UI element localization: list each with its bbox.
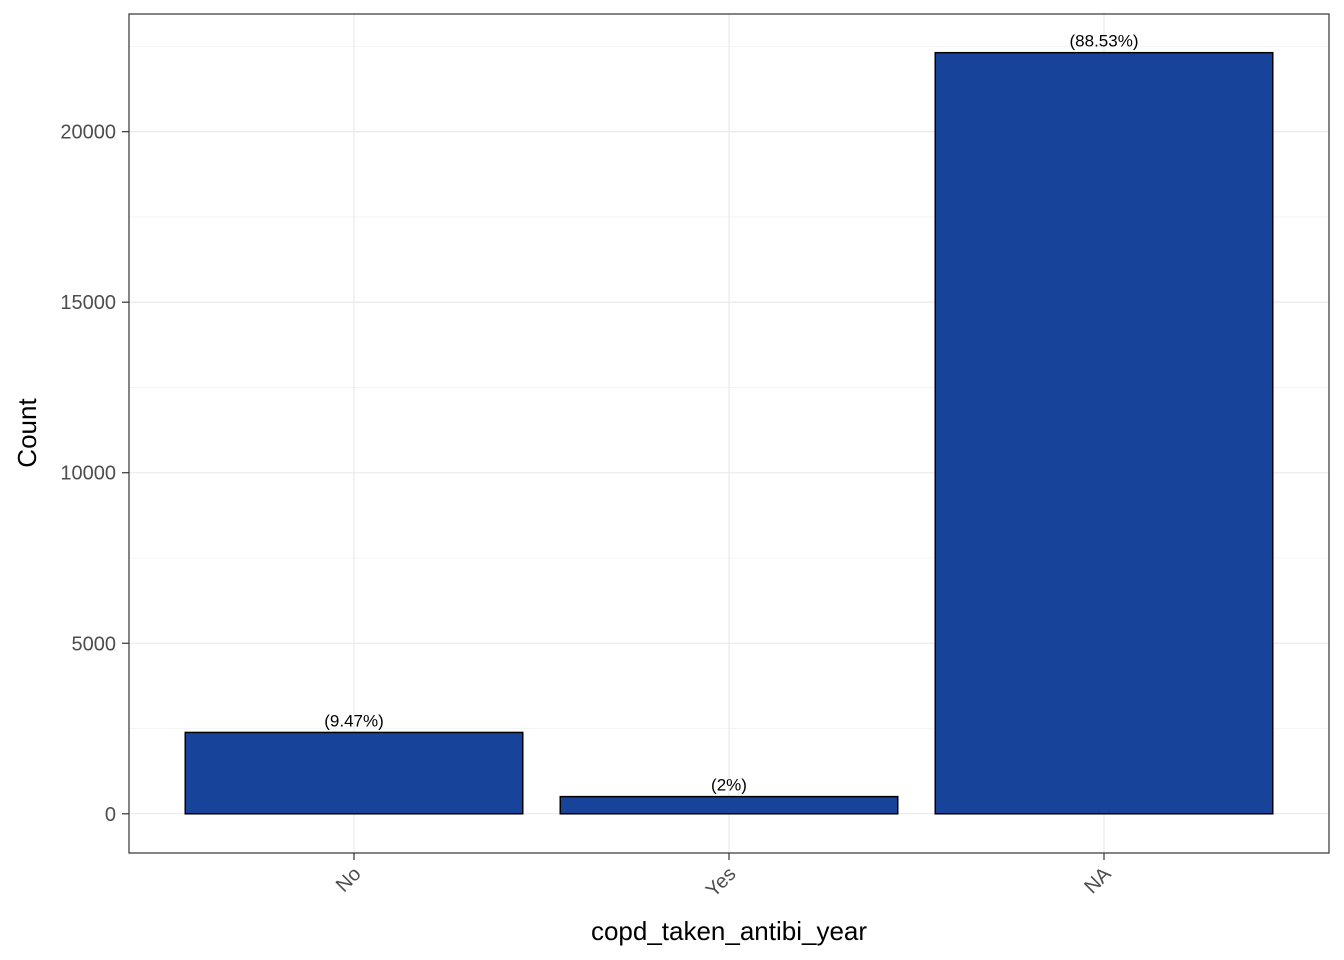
y-tick-label: 0 [105,804,116,826]
bar-na [934,51,1274,815]
bar-data-label: (9.47%) [324,711,384,730]
y-tick-label: 20000 [60,122,116,144]
bar-yes [559,795,899,815]
y-tick-label: 15000 [60,292,116,314]
y-tick-label: 5000 [72,633,117,655]
y-tick-label: 10000 [60,463,116,485]
data-labels: (9.47%) (2%) (88.53%) [324,32,1138,795]
x-axis-title: copd_taken_antibi_year [591,916,867,946]
bar-data-label: (2%) [711,776,747,795]
bar-no [184,731,524,815]
bars [184,51,1274,815]
y-axis-title: Count [12,398,42,468]
bar-data-label: (88.53%) [1070,32,1139,51]
